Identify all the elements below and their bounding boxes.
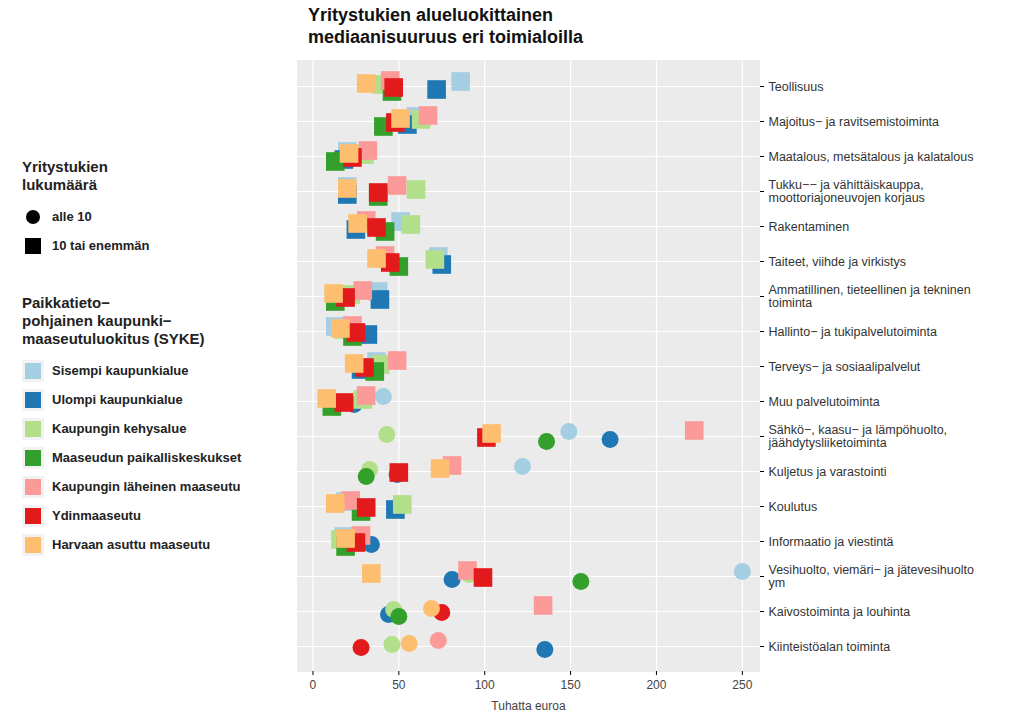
html-text:Yritystukien alueluokittainen: Yritystukien alueluokittainen mediaanisu… bbox=[308, 5, 584, 47]
svg-text:Rakentaminen: Rakentaminen bbox=[769, 220, 850, 234]
html-text:Maaseudun paikalliskeskukset: Maaseudun paikalliskeskukset bbox=[52, 450, 242, 465]
svg-text:100: 100 bbox=[475, 678, 495, 692]
svg-text:Sähkö−, kaasu− ja lämpöhuolto,: Sähkö−, kaasu− ja lämpöhuolto,jäähdytysl… bbox=[768, 423, 948, 450]
html-text:alle 10: alle 10 bbox=[52, 209, 92, 224]
html-text:Kaupungin läheinen maaseutu: Kaupungin läheinen maaseutu bbox=[52, 479, 241, 494]
svg-text:Koulutus: Koulutus bbox=[769, 500, 818, 514]
html-text:Paikkatieto− pohjainen kaupunk: Paikkatieto− pohjainen kaupunki− maaseut… bbox=[22, 294, 205, 347]
svg-text:Kaivostoiminta ja louhinta: Kaivostoiminta ja louhinta bbox=[769, 605, 911, 619]
svg-text:250: 250 bbox=[732, 678, 752, 692]
svg-text:Hallinto− ja tukipalvelutoimin: Hallinto− ja tukipalvelutoiminta bbox=[769, 325, 938, 339]
html-text:Yritystukien lukumäärä: Yritystukien lukumäärä bbox=[22, 158, 108, 193]
svg-text:Maatalous, metsätalous ja kala: Maatalous, metsätalous ja kalatalous bbox=[769, 150, 974, 164]
svg-text:Teollisuus: Teollisuus bbox=[769, 80, 824, 94]
svg-text:Informaatio ja viestintä: Informaatio ja viestintä bbox=[769, 535, 894, 549]
svg-text:Terveys− ja sosiaalipalvelut: Terveys− ja sosiaalipalvelut bbox=[769, 360, 921, 374]
svg-text:Kiinteistöalan toiminta: Kiinteistöalan toiminta bbox=[769, 640, 891, 654]
svg-text:Taiteet, viihde ja virkistys: Taiteet, viihde ja virkistys bbox=[769, 255, 907, 269]
svg-text:Tuhatta euroa: Tuhatta euroa bbox=[491, 699, 566, 713]
html-text:Kaupungin kehysalue: Kaupungin kehysalue bbox=[52, 421, 187, 436]
svg-text:50: 50 bbox=[392, 678, 406, 692]
svg-text:Majoitus− ja ravitsemistoimint: Majoitus− ja ravitsemistoiminta bbox=[769, 115, 940, 129]
svg-text:Kuljetus ja varastointi: Kuljetus ja varastointi bbox=[769, 465, 887, 479]
html-text:Ulompi kaupunkialue: Ulompi kaupunkialue bbox=[52, 392, 183, 407]
svg-text:0: 0 bbox=[310, 678, 317, 692]
html-text:10 tai enemmän: 10 tai enemmän bbox=[52, 238, 150, 253]
svg-text:Muu palvelutoiminta: Muu palvelutoiminta bbox=[769, 395, 880, 409]
svg-text:200: 200 bbox=[646, 678, 666, 692]
html-text:Sisempi kaupunkialue: Sisempi kaupunkialue bbox=[52, 363, 189, 378]
html-text:Harvaan asuttu maaseutu: Harvaan asuttu maaseutu bbox=[52, 537, 211, 552]
svg-text:Tukku−− ja vähittäiskauppa,moo: Tukku−− ja vähittäiskauppa,moottoriajone… bbox=[769, 178, 925, 205]
html-text:Ydinmaaseutu: Ydinmaaseutu bbox=[52, 508, 141, 523]
svg-text:Ammatillinen, tieteellinen ja: Ammatillinen, tieteellinen ja tekninento… bbox=[769, 283, 971, 310]
svg-text:Vesihuolto, viemäri− ja jäteve: Vesihuolto, viemäri− ja jätevesihuoltoym bbox=[769, 563, 974, 590]
svg-text:150: 150 bbox=[561, 678, 581, 692]
